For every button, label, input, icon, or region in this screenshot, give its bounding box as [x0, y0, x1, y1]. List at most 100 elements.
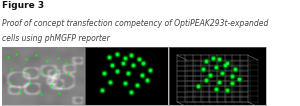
- Point: [22, 70, 27, 72]
- Point: [201, 68, 206, 70]
- Point: [148, 69, 152, 71]
- Point: [100, 89, 104, 91]
- Text: Figure 3: Figure 3: [2, 1, 43, 10]
- Point: [213, 66, 218, 68]
- Text: cells using phMGFP reporter: cells using phMGFP reporter: [2, 34, 109, 43]
- Point: [126, 72, 131, 74]
- Point: [123, 57, 128, 59]
- Point: [131, 64, 136, 66]
- Point: [55, 57, 60, 59]
- Point: [53, 69, 58, 71]
- Point: [137, 59, 142, 60]
- Point: [115, 53, 119, 54]
- Point: [40, 72, 45, 74]
- Point: [128, 91, 133, 93]
- Point: [123, 82, 128, 84]
- Point: [100, 89, 104, 91]
- Point: [64, 62, 68, 64]
- Point: [120, 62, 125, 64]
- Point: [223, 64, 228, 66]
- Point: [65, 72, 70, 74]
- Point: [39, 94, 44, 95]
- Point: [108, 81, 113, 82]
- Point: [141, 62, 146, 64]
- Point: [110, 64, 114, 66]
- Point: [115, 70, 119, 72]
- Point: [134, 84, 139, 85]
- Point: [217, 59, 222, 60]
- Point: [137, 59, 142, 60]
- Point: [236, 78, 241, 80]
- Point: [44, 60, 49, 62]
- Point: [14, 53, 19, 54]
- Point: [123, 82, 128, 84]
- Point: [134, 84, 139, 85]
- Point: [145, 80, 150, 81]
- Point: [217, 59, 222, 60]
- Point: [123, 57, 128, 59]
- Point: [131, 64, 136, 66]
- Point: [213, 88, 218, 89]
- Point: [213, 88, 218, 89]
- Point: [106, 56, 111, 58]
- Point: [101, 72, 106, 74]
- Point: [128, 54, 133, 56]
- Point: [230, 75, 234, 77]
- Point: [115, 70, 119, 72]
- Point: [213, 66, 218, 68]
- Point: [148, 69, 152, 71]
- Point: [126, 72, 131, 74]
- Point: [8, 81, 12, 82]
- Point: [115, 53, 119, 54]
- Point: [106, 56, 111, 58]
- Point: [204, 80, 208, 81]
- Point: [217, 81, 222, 82]
- Point: [139, 74, 144, 75]
- Point: [139, 74, 144, 75]
- Point: [225, 62, 230, 64]
- Point: [126, 72, 131, 74]
- Point: [236, 78, 241, 80]
- Point: [207, 74, 212, 75]
- Point: [201, 68, 206, 70]
- Point: [217, 59, 222, 60]
- Point: [110, 64, 114, 66]
- Point: [225, 62, 230, 64]
- Point: [223, 64, 228, 66]
- Text: Proof of concept transfection competency of OptiPEAK293t-expanded: Proof of concept transfection competency…: [2, 19, 268, 28]
- Point: [210, 57, 215, 59]
- Point: [232, 68, 237, 70]
- Point: [207, 74, 212, 75]
- Point: [106, 56, 111, 58]
- Point: [110, 64, 114, 66]
- Point: [28, 82, 33, 84]
- Point: [108, 81, 113, 82]
- Point: [128, 54, 133, 56]
- Point: [213, 66, 218, 68]
- Point: [225, 62, 230, 64]
- Point: [100, 89, 104, 91]
- Point: [230, 75, 234, 77]
- Point: [204, 60, 208, 62]
- Point: [230, 82, 234, 84]
- Point: [128, 91, 133, 93]
- Point: [225, 89, 230, 91]
- Point: [196, 85, 201, 87]
- Point: [123, 82, 128, 84]
- Point: [6, 56, 10, 58]
- Point: [204, 80, 208, 81]
- Point: [225, 89, 230, 91]
- Point: [230, 82, 234, 84]
- Point: [213, 88, 218, 89]
- Point: [115, 53, 119, 54]
- Point: [145, 80, 150, 81]
- Point: [17, 91, 22, 93]
- Point: [128, 91, 133, 93]
- Point: [230, 75, 234, 77]
- Point: [196, 85, 201, 87]
- Point: [134, 84, 139, 85]
- Point: [123, 57, 128, 59]
- Point: [225, 89, 230, 91]
- Point: [128, 54, 133, 56]
- Point: [61, 87, 66, 88]
